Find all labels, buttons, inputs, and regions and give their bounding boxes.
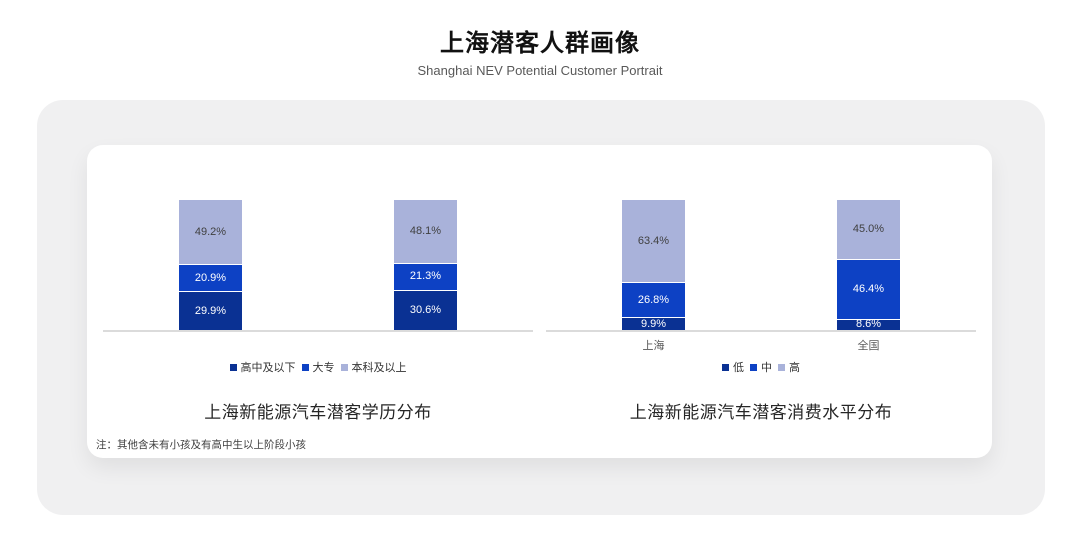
plot-area: 49.2% 20.9% 29.9% 48.1% 21.3% 30.6% bbox=[103, 200, 533, 332]
bar-segment: 21.3% bbox=[394, 262, 457, 291]
bar-segment: 8.6% bbox=[837, 318, 900, 330]
bar-segment-label: 48.1% bbox=[409, 224, 442, 237]
legend-item: 大专 bbox=[301, 359, 335, 375]
bar-segment: 29.9% bbox=[179, 291, 242, 330]
stacked-bar: 45.0% 46.4% 8.6% bbox=[837, 200, 900, 330]
legend-marker-icon bbox=[301, 363, 309, 371]
legend-marker-icon bbox=[778, 363, 785, 371]
legend-marker-icon bbox=[722, 363, 729, 371]
legend-item: 本科及以上 bbox=[340, 359, 407, 375]
legend: 低中高 bbox=[546, 359, 976, 375]
legend-marker-icon bbox=[750, 363, 757, 371]
bar-segment-label: 29.9% bbox=[194, 304, 227, 317]
stacked-bar: 49.2% 20.9% 29.9% bbox=[179, 200, 242, 330]
page-header: 上海潜客人群画像 Shanghai NEV Potential Customer… bbox=[0, 30, 1080, 79]
legend-label: 中 bbox=[761, 362, 772, 374]
chart-card: 49.2% 20.9% 29.9% 48.1% 21.3% 30.6% 高中及以下 大专 本科及… bbox=[87, 145, 992, 458]
category-label bbox=[103, 337, 318, 350]
bar-segment-label: 45.0% bbox=[852, 222, 885, 235]
bar-segment-label: 30.6% bbox=[409, 304, 442, 317]
bar-segment: 30.6% bbox=[394, 290, 457, 330]
bar-segment: 48.1% bbox=[394, 200, 457, 263]
page-title: 上海潜客人群画像 bbox=[440, 30, 640, 57]
legend-label: 低 bbox=[733, 362, 744, 374]
category-label: 全国 bbox=[857, 340, 880, 352]
bar-segment-label: 21.3% bbox=[409, 270, 442, 283]
legend-item: 低 bbox=[722, 359, 744, 375]
chart-title: 上海新能源汽车潜客学历分布 bbox=[204, 403, 432, 422]
bar-segment: 49.2% bbox=[179, 200, 242, 264]
legend-label: 本科及以上 bbox=[351, 362, 407, 374]
bar-segment: 26.8% bbox=[622, 282, 685, 318]
bar-segment-label: 26.8% bbox=[637, 293, 670, 306]
bar-segment-label: 8.6% bbox=[855, 318, 882, 330]
bar-segment-label: 9.9% bbox=[640, 317, 667, 330]
legend-marker-icon bbox=[229, 363, 237, 371]
legend-marker-icon bbox=[340, 363, 348, 371]
bar-segment-label: 49.2% bbox=[194, 225, 227, 238]
legend-label: 大专 bbox=[312, 362, 335, 374]
bar-segment-label: 63.4% bbox=[637, 234, 670, 247]
education-distribution-chart: 49.2% 20.9% 29.9% 48.1% 21.3% 30.6% 高中及以下 大专 本科及… bbox=[103, 165, 533, 423]
legend-item: 高 bbox=[778, 359, 800, 375]
legend-label: 高中及以下 bbox=[240, 362, 296, 374]
chart-title: 上海新能源汽车潜客消费水平分布 bbox=[629, 403, 893, 422]
plot-area: 63.4% 26.8% 9.9% 45.0% 46.4% 8.6% bbox=[546, 199, 976, 332]
bar-segment: 9.9% bbox=[622, 317, 685, 330]
x-axis-labels: 上海 全国 bbox=[546, 332, 976, 352]
category-label bbox=[318, 337, 533, 350]
outer-panel: 49.2% 20.9% 29.9% 48.1% 21.3% 30.6% 高中及以下 大专 本科及… bbox=[37, 100, 1045, 515]
bar-segment: 20.9% bbox=[179, 263, 242, 292]
page-subtitle: Shanghai NEV Potential Customer Portrait bbox=[417, 63, 663, 78]
bar-segment: 63.4% bbox=[622, 199, 685, 283]
bar-segment-label: 46.4% bbox=[852, 282, 885, 295]
bar-segment: 46.4% bbox=[837, 258, 900, 319]
consumption-level-chart: 63.4% 26.8% 9.9% 45.0% 46.4% 8.6% 上海 全国低 中 高上海新能源… bbox=[546, 165, 976, 423]
x-axis-labels bbox=[103, 332, 533, 350]
category-label: 上海 bbox=[642, 340, 665, 352]
bar-segment: 45.0% bbox=[837, 200, 900, 259]
bar-segment-label: 20.9% bbox=[194, 271, 227, 284]
legend: 高中及以下 大专 本科及以上 bbox=[103, 359, 533, 375]
stacked-bar: 48.1% 21.3% 30.6% bbox=[394, 200, 457, 330]
legend-label: 高 bbox=[789, 362, 800, 374]
legend-item: 中 bbox=[750, 359, 772, 375]
legend-item: 高中及以下 bbox=[229, 359, 296, 375]
footnote: 注：其他含未有小孩及有高中生以上阶段小孩 bbox=[96, 439, 306, 451]
stacked-bar: 63.4% 26.8% 9.9% bbox=[622, 199, 685, 330]
